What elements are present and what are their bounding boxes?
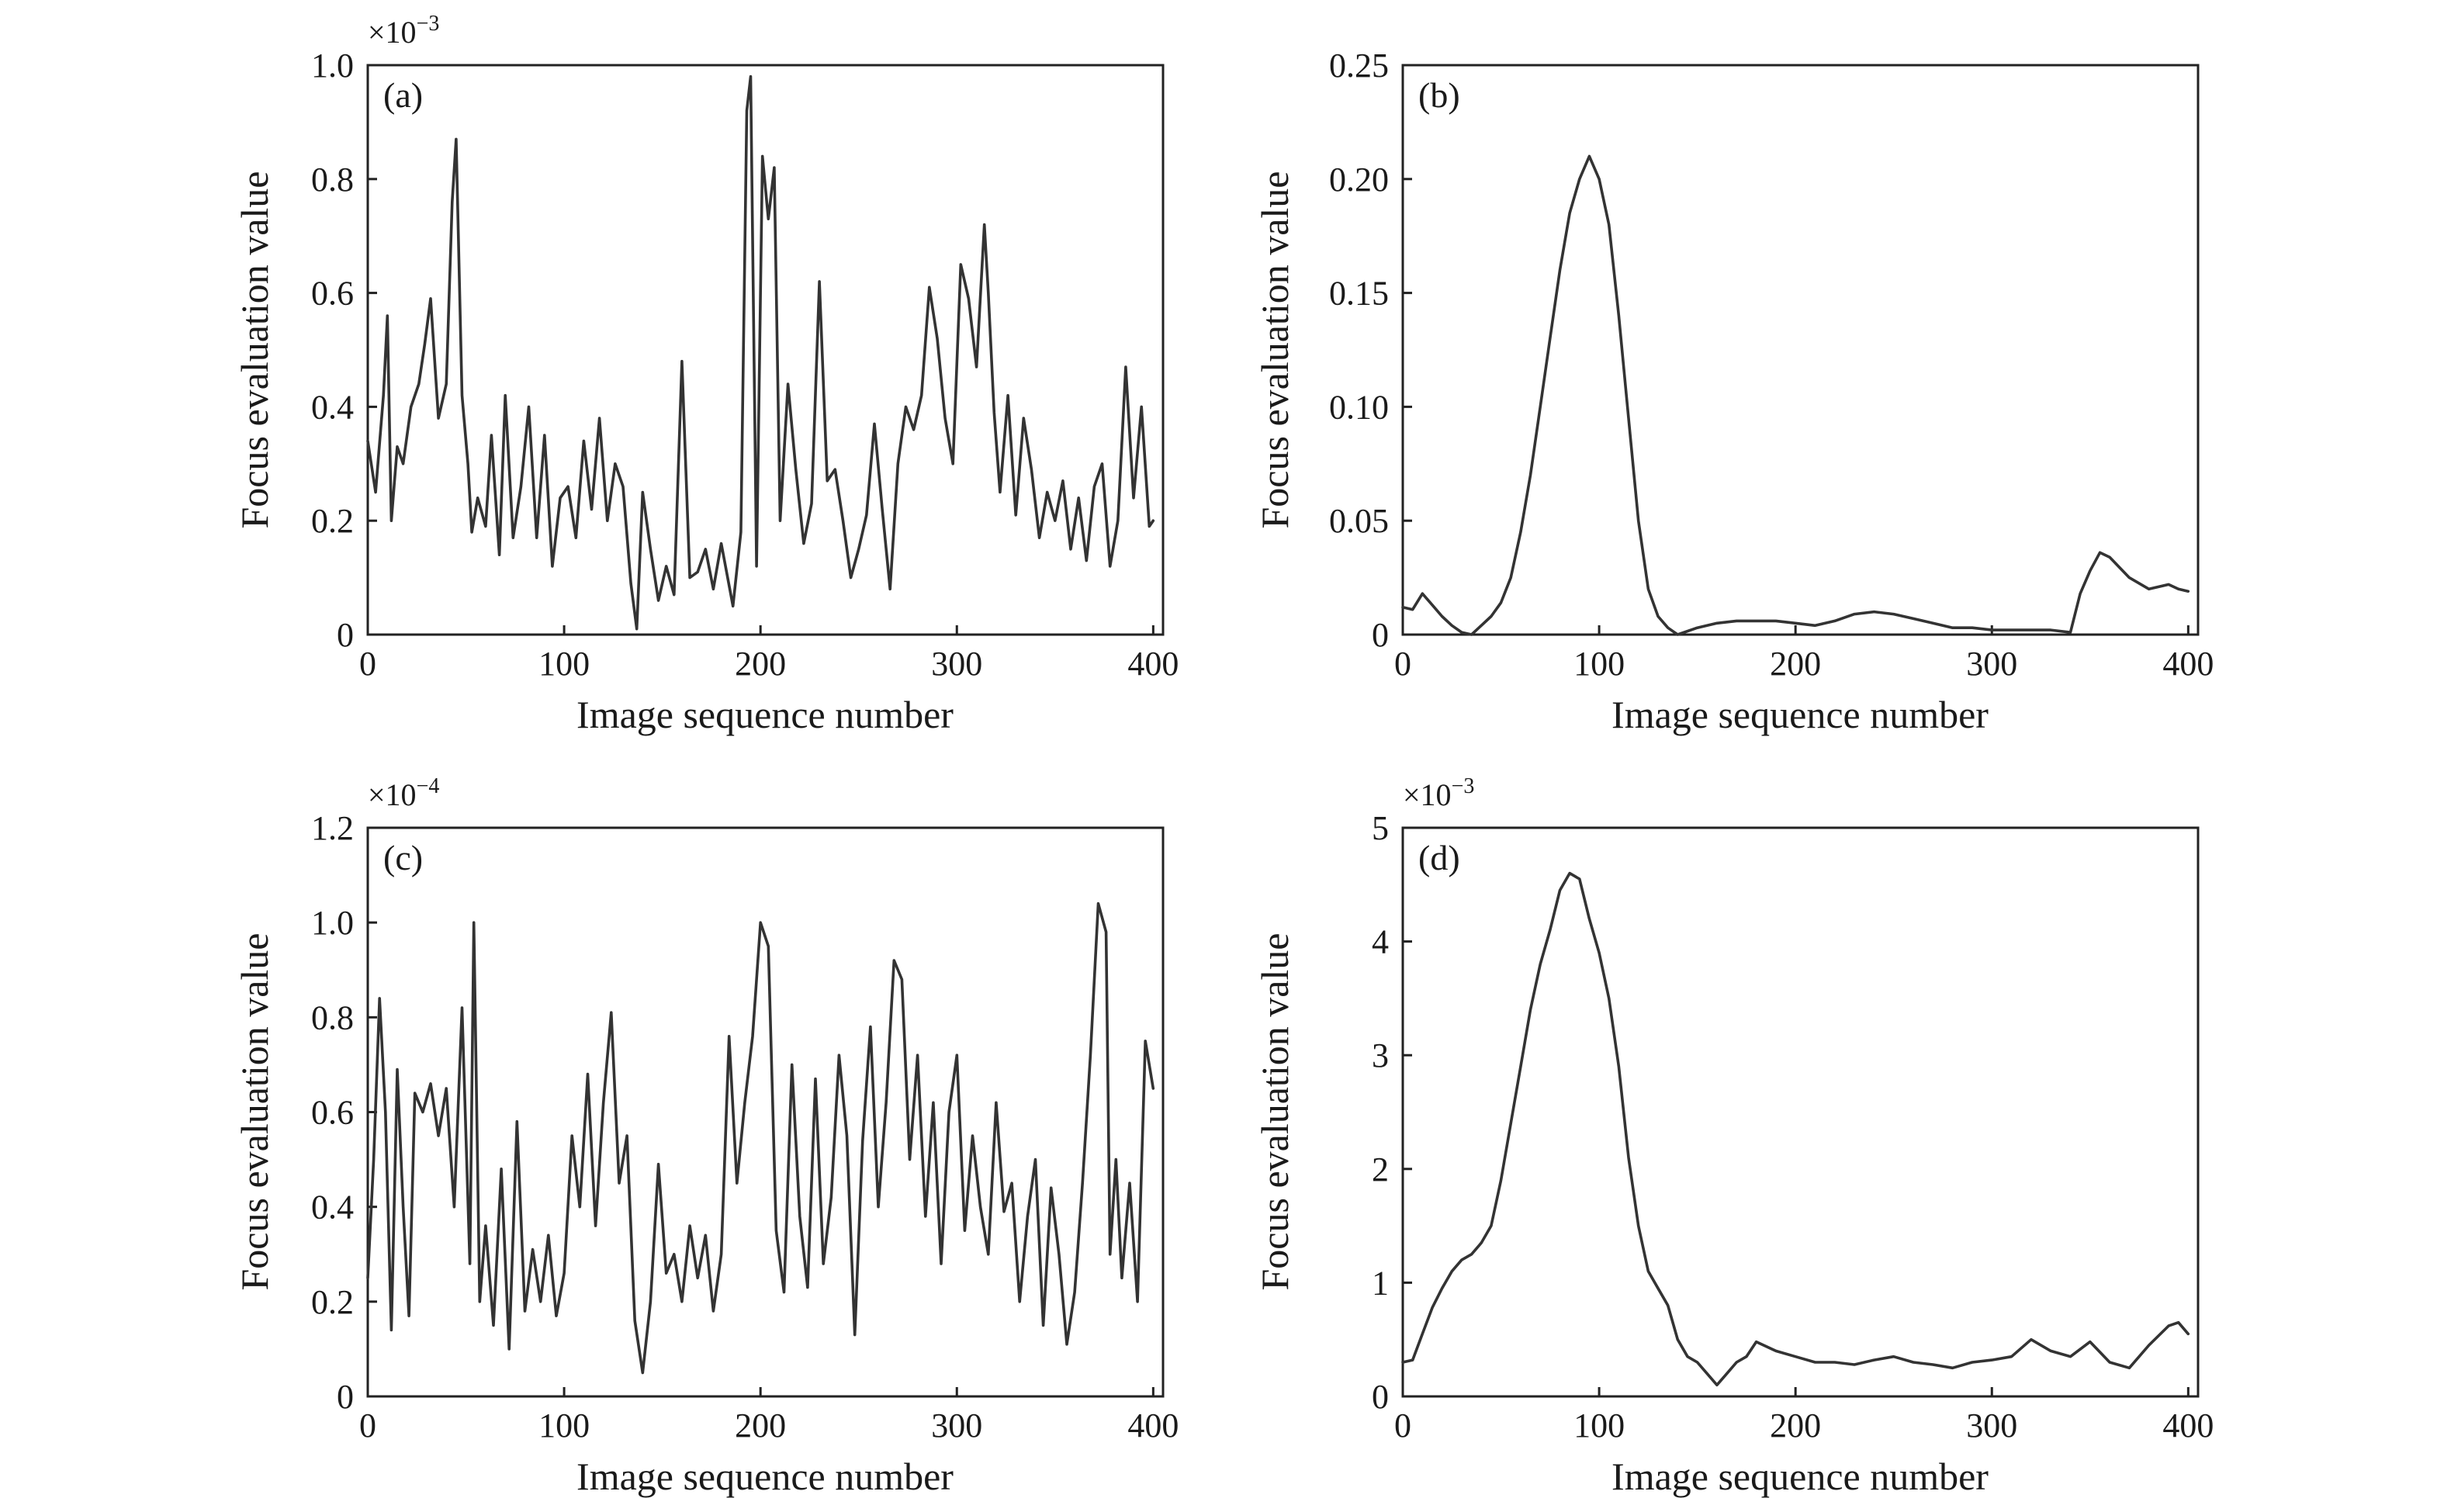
y-tick-label: 0.20 <box>1329 161 1389 199</box>
y-tick-label: 0.2 <box>311 502 354 540</box>
x-axis-label: Image sequence number <box>1611 1455 1989 1498</box>
y-tick-label: 1.0 <box>311 904 354 942</box>
plot-frame <box>366 64 1165 636</box>
x-tick-label: 300 <box>931 645 982 683</box>
y-tick-label: 2 <box>1372 1150 1389 1188</box>
x-axis-label: Image sequence number <box>1611 693 1989 736</box>
panel-label: (d) <box>1418 838 1460 877</box>
x-axis-label: Image sequence number <box>576 693 954 736</box>
axis-ticks <box>366 826 1154 1398</box>
y-axis-label: Focus evaluation value <box>233 933 276 1291</box>
x-tick-label: 300 <box>1966 645 2017 683</box>
x-tick-label: 200 <box>735 1406 786 1445</box>
y-axis-label: Focus evaluation value <box>233 171 276 529</box>
scale-multiplier: ×10−4 <box>368 774 439 812</box>
y-tick-label: 0.05 <box>1329 502 1389 540</box>
x-tick-label: 300 <box>1966 1406 2017 1445</box>
y-tick-label: 0.25 <box>1329 47 1389 85</box>
x-tick-label: 0 <box>359 645 376 683</box>
panel-b: (b) Image sequence number Focus evaluati… <box>1253 47 2214 736</box>
focus-curve-a <box>366 74 1155 631</box>
x-tick-label: 200 <box>735 645 786 683</box>
panel-c: (c) ×10−4 Image sequence number Focus ev… <box>233 774 1179 1498</box>
y-axis-label: Focus evaluation value <box>1253 171 1296 529</box>
x-tick-label: 100 <box>1573 645 1625 683</box>
focus-curve-d <box>1401 871 2190 1387</box>
x-tick-label: 100 <box>538 645 590 683</box>
y-tick-label: 4 <box>1372 923 1389 961</box>
panel-label: (c) <box>383 838 423 877</box>
x-axis-label: Image sequence number <box>576 1455 954 1498</box>
x-tick-label: 200 <box>1770 645 1821 683</box>
y-axis-label: Focus evaluation value <box>1253 933 1296 1291</box>
axis-ticks <box>1401 64 2190 636</box>
scale-multiplier: ×10−3 <box>368 12 439 50</box>
y-tick-label: 3 <box>1372 1036 1389 1074</box>
axis-ticks <box>1401 826 2190 1398</box>
y-tick-label: 0 <box>337 1378 354 1416</box>
x-tick-label: 100 <box>1573 1406 1625 1445</box>
x-tick-label: 300 <box>931 1406 982 1445</box>
x-tick-label: 0 <box>1394 645 1411 683</box>
y-tick-label: 0.6 <box>311 275 354 313</box>
y-tick-label: 1 <box>1372 1264 1389 1302</box>
y-tick-label: 5 <box>1372 809 1389 847</box>
x-tick-label: 400 <box>1127 1406 1179 1445</box>
panel-label: (b) <box>1418 75 1460 115</box>
panel-d: (d) ×10−3 Image sequence number Focus ev… <box>1253 774 2214 1498</box>
x-tick-label: 400 <box>2162 1406 2214 1445</box>
scale-multiplier: ×10−3 <box>1403 774 1474 812</box>
y-tick-label: 0 <box>337 616 354 654</box>
plot-frame <box>1401 826 2200 1398</box>
y-tick-label: 0.8 <box>311 998 354 1036</box>
x-tick-label: 0 <box>359 1406 376 1445</box>
y-tick-label: 0.8 <box>311 161 354 199</box>
x-tick-label: 400 <box>1127 645 1179 683</box>
axis-ticks <box>366 64 1154 636</box>
x-tick-label: 100 <box>538 1406 590 1445</box>
focus-curve-c <box>366 901 1155 1375</box>
y-tick-label: 1.2 <box>311 809 354 847</box>
y-tick-label: 0.4 <box>311 388 354 426</box>
panel-a: (a) ×10−3 Image sequence number Focus ev… <box>233 12 1179 736</box>
x-tick-label: 0 <box>1394 1406 1411 1445</box>
y-tick-label: 0.6 <box>311 1094 354 1132</box>
y-tick-label: 0.4 <box>311 1188 354 1227</box>
x-tick-label: 200 <box>1770 1406 1821 1445</box>
y-tick-label: 1.0 <box>311 47 354 85</box>
y-tick-label: 0.2 <box>311 1283 354 1321</box>
y-tick-label: 0.15 <box>1329 275 1389 313</box>
y-tick-label: 0 <box>1372 616 1389 654</box>
panel-label: (a) <box>383 75 423 115</box>
plot-frame <box>1401 64 2200 636</box>
x-tick-label: 400 <box>2162 645 2214 683</box>
focus-curve-b <box>1401 154 2190 636</box>
y-tick-label: 0.10 <box>1329 388 1389 426</box>
y-tick-label: 0 <box>1372 1378 1389 1416</box>
